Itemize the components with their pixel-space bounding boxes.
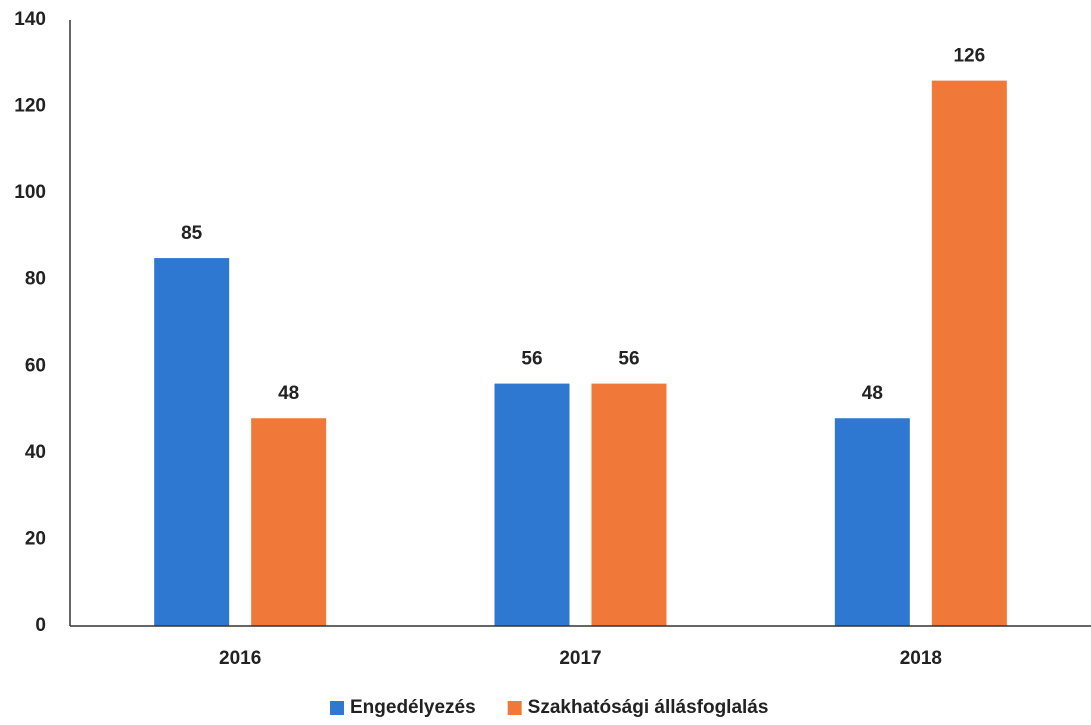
x-tick-label: 2016 xyxy=(219,648,261,669)
x-tick-label: 2018 xyxy=(900,648,942,669)
y-tick-label: 80 xyxy=(25,269,46,290)
y-tick-label: 40 xyxy=(25,442,46,463)
bar xyxy=(494,383,570,626)
y-tick-label: 140 xyxy=(14,9,46,30)
value-label: 48 xyxy=(862,383,883,404)
value-label: 85 xyxy=(181,223,203,244)
bar xyxy=(834,418,910,626)
y-tick-label: 100 xyxy=(14,182,46,203)
value-label: 56 xyxy=(521,349,542,370)
bar xyxy=(251,418,327,626)
value-label: 48 xyxy=(278,383,299,404)
y-tick-label: 20 xyxy=(25,528,46,549)
y-tick-label: 60 xyxy=(25,355,46,376)
legend-swatch xyxy=(507,701,522,715)
legend-label: Engedélyezés xyxy=(350,697,476,718)
bar xyxy=(931,80,1007,627)
bar xyxy=(154,258,230,626)
value-label: 56 xyxy=(618,349,639,370)
y-tick-label: 120 xyxy=(14,96,46,117)
bar xyxy=(591,383,667,626)
legend-swatch xyxy=(330,701,344,715)
value-label: 126 xyxy=(953,46,985,67)
y-tick-label: 0 xyxy=(35,615,46,636)
x-tick-label: 2017 xyxy=(559,648,601,669)
legend-label: Szakhatósági állásfoglalás xyxy=(528,697,769,718)
